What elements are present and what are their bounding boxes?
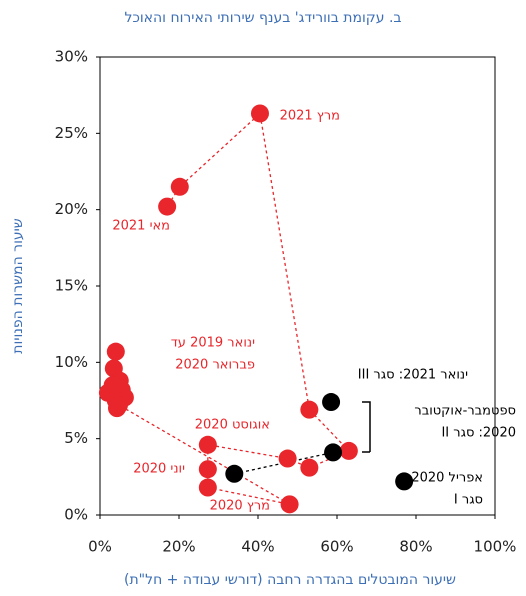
x-tick-label: 100%	[474, 538, 517, 556]
annotation: סגר I	[454, 493, 483, 508]
y-tick-label: 0%	[64, 506, 88, 524]
point	[103, 376, 122, 395]
connector-line	[107, 112, 350, 505]
annotation: מאי 2021	[112, 219, 170, 234]
annotation: אוגוסט 2020	[195, 418, 270, 433]
annotation: ספטמבר-אוקטובר	[414, 404, 516, 419]
annotation: ינואר 2019 עד	[171, 336, 255, 351]
point	[280, 495, 299, 514]
point	[322, 393, 341, 412]
point	[170, 177, 189, 196]
point	[198, 460, 217, 479]
annotation: פברואר 2020	[175, 358, 255, 373]
annotation: יוני 2020	[133, 462, 185, 477]
bracket	[362, 401, 371, 453]
point	[250, 104, 269, 123]
x-tick-label: 60%	[320, 538, 353, 556]
x-tick-label: 0%	[88, 538, 112, 556]
point	[158, 197, 177, 216]
x-tick-label: 80%	[399, 538, 432, 556]
annotation: מרץ 2021	[280, 109, 340, 124]
point	[339, 441, 358, 460]
point	[198, 435, 217, 454]
y-tick-label: 5%	[64, 429, 88, 447]
annotation: ינואר 2021: סגר III	[358, 368, 468, 383]
point	[324, 443, 343, 462]
annotation: אפריל 2020:	[407, 471, 483, 486]
y-axis-label: שיעור המשרות הפנויות	[10, 218, 26, 353]
point	[300, 400, 319, 419]
point	[109, 396, 128, 415]
y-tick-label: 30%	[55, 48, 88, 66]
point	[225, 464, 244, 483]
y-tick-label: 25%	[55, 124, 88, 142]
point	[106, 342, 125, 361]
point	[198, 478, 217, 497]
point	[300, 458, 319, 477]
plot-frame	[99, 56, 496, 516]
x-tick-label: 20%	[162, 538, 195, 556]
point	[278, 449, 297, 468]
x-tick-label: 40%	[241, 538, 274, 556]
y-tick-label: 20%	[55, 200, 88, 218]
point	[395, 472, 414, 491]
y-tick-label: 15%	[55, 277, 88, 295]
x-axis-label: שיעור המובטלים בהגדרה רחבה (דורשי עבודה …	[124, 572, 456, 588]
annotation: מרץ 2020	[210, 499, 270, 514]
annotation: 2020: סגר II	[441, 426, 516, 441]
chart-title: ב. עקומת בוורידג' בענף שירותי האירוח והא…	[125, 10, 402, 26]
y-tick-label: 10%	[55, 353, 88, 371]
